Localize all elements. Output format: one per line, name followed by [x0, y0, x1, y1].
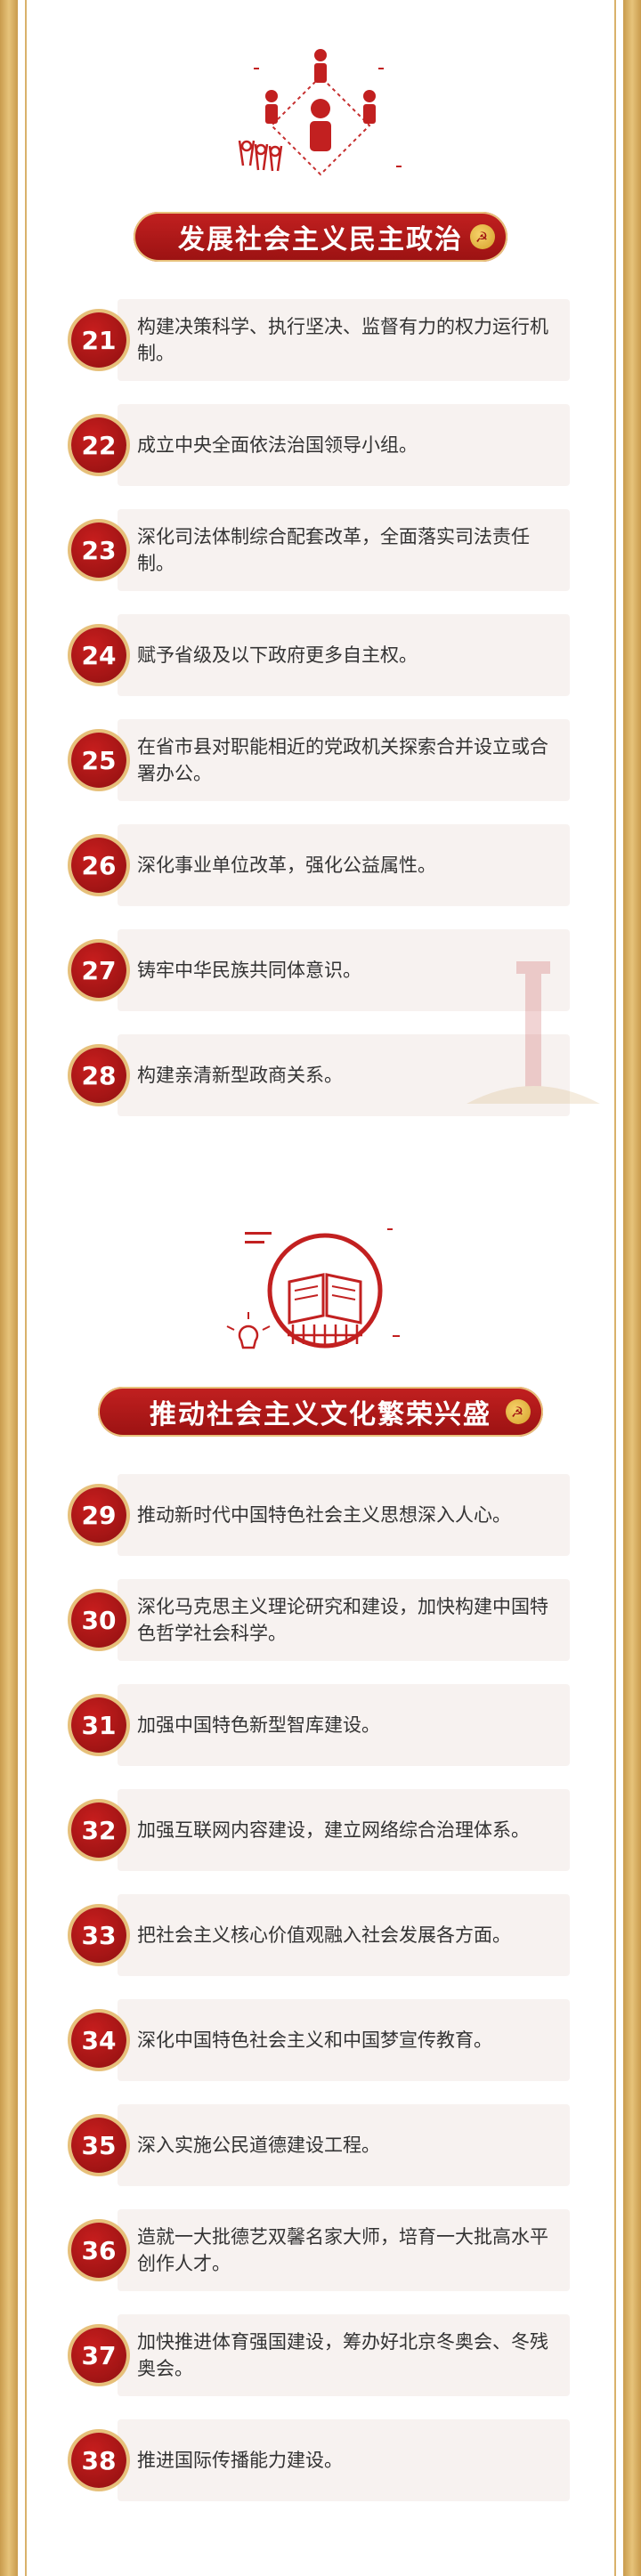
item-number-badge: 38: [71, 2433, 126, 2488]
list-item: 38 推进国际传播能力建设。: [71, 2419, 570, 2501]
section-title-bar: 推动社会主义文化繁荣兴盛 ☭: [98, 1387, 543, 1437]
item-text: 深入实施公民道德建设工程。: [137, 2135, 380, 2156]
party-emblem-icon: ☭: [470, 224, 495, 249]
item-card: 赋予省级及以下政府更多自主权。: [118, 614, 570, 696]
item-card: 加快推进体育强国建设，筹办好北京冬奥会、冬残奥会。: [118, 2314, 570, 2396]
list-item: 21 构建决策科学、执行坚决、监督有力的权力运行机制。: [71, 299, 570, 381]
item-card: 成立中央全面依法治国领导小组。: [118, 404, 570, 486]
item-card: 加强互联网内容建设，建立网络综合治理体系。: [118, 1789, 570, 1871]
item-number-badge: 29: [71, 1487, 126, 1543]
book-culture-icon: [218, 1211, 423, 1380]
item-card: 深化马克思主义理论研究和建设，加快构建中国特色哲学社会科学。: [118, 1579, 570, 1661]
item-card: 把社会主义核心价值观融入社会发展各方面。: [118, 1894, 570, 1976]
item-card: 深化事业单位改革，强化公益属性。: [118, 824, 570, 906]
item-text: 在省市县对职能相近的党政机关探索合并设立或合署办公。: [137, 736, 548, 784]
section-title-bar: 发展社会主义民主政治 ☭: [134, 212, 507, 262]
item-number-badge: 36: [71, 2223, 126, 2278]
item-card: 推进国际传播能力建设。: [118, 2419, 570, 2501]
item-text: 加强中国特色新型智库建设。: [137, 1714, 380, 1736]
list-item: 37 加快推进体育强国建设，筹办好北京冬奥会、冬残奥会。: [71, 2314, 570, 2396]
item-text: 推动新时代中国特色社会主义思想深入人心。: [137, 1504, 511, 1526]
left-gold-border: [0, 0, 18, 2576]
item-number-badge: 31: [71, 1697, 126, 1753]
item-card: 构建决策科学、执行坚决、监督有力的权力运行机制。: [118, 299, 570, 381]
item-card: 深化司法体制综合配套改革，全面落实司法责任制。: [118, 509, 570, 591]
item-card: 推动新时代中国特色社会主义思想深入人心。: [118, 1474, 570, 1556]
item-card: 造就一大批德艺双馨名家大师，培育一大批高水平创作人才。: [118, 2209, 570, 2291]
list-item: 24 赋予省级及以下政府更多自主权。: [71, 614, 570, 696]
list-item: 23 深化司法体制综合配套改革，全面落实司法责任制。: [71, 509, 570, 591]
item-card: 深入实施公民道德建设工程。: [118, 2104, 570, 2186]
item-number-badge: 25: [71, 733, 126, 788]
item-card: 加强中国特色新型智库建设。: [118, 1684, 570, 1766]
monument-decoration-icon: [467, 952, 600, 1113]
item-text: 深化司法体制综合配套改革，全面落实司法责任制。: [137, 526, 530, 574]
list-item: 25 在省市县对职能相近的党政机关探索合并设立或合署办公。: [71, 719, 570, 801]
list-item: 33 把社会主义核心价值观融入社会发展各方面。: [71, 1894, 570, 1976]
item-text: 铸牢中华民族共同体意识。: [137, 960, 361, 981]
item-text: 成立中央全面依法治国领导小组。: [137, 434, 418, 456]
item-text: 深化马克思主义理论研究和建设，加快构建中国特色哲学社会科学。: [137, 1596, 548, 1644]
list-item: 30 深化马克思主义理论研究和建设，加快构建中国特色哲学社会科学。: [71, 1579, 570, 1661]
right-gold-border: [623, 0, 641, 2576]
item-number-badge: 21: [71, 312, 126, 368]
item-number-badge: 33: [71, 1908, 126, 1963]
party-emblem-icon: ☭: [506, 1399, 531, 1424]
item-text: 赋予省级及以下政府更多自主权。: [137, 644, 418, 666]
item-number-badge: 35: [71, 2118, 126, 2173]
item-text: 构建决策科学、执行坚决、监督有力的权力运行机制。: [137, 316, 548, 364]
left-inner-line: [25, 0, 27, 2576]
list-item: 34 深化中国特色社会主义和中国梦宣传教育。: [71, 1999, 570, 2081]
item-card: 铸牢中华民族共同体意识。: [118, 929, 570, 1011]
item-number-badge: 28: [71, 1048, 126, 1103]
item-number-badge: 34: [71, 2013, 126, 2068]
section-democracy: 发展社会主义民主政治 ☭ 21 构建决策科学、执行坚决、监督有力的权力运行机制。…: [32, 0, 609, 1166]
item-card: 在省市县对职能相近的党政机关探索合并设立或合署办公。: [118, 719, 570, 801]
list-item: 27 铸牢中华民族共同体意识。: [71, 929, 570, 1011]
item-number-badge: 24: [71, 628, 126, 683]
item-card: 深化中国特色社会主义和中国梦宣传教育。: [118, 1999, 570, 2081]
item-number-badge: 26: [71, 838, 126, 893]
item-text: 深化中国特色社会主义和中国梦宣传教育。: [137, 2029, 492, 2051]
item-text: 加强互联网内容建设，建立网络综合治理体系。: [137, 1819, 530, 1841]
list-item: 36 造就一大批德艺双馨名家大师，培育一大批高水平创作人才。: [71, 2209, 570, 2291]
item-number-badge: 30: [71, 1592, 126, 1648]
list-item: 29 推动新时代中国特色社会主义思想深入人心。: [71, 1474, 570, 1556]
item-number-badge: 32: [71, 1802, 126, 1858]
section-title: 发展社会主义民主政治: [178, 224, 463, 255]
list-item: 31 加强中国特色新型智库建设。: [71, 1684, 570, 1766]
section-title: 推动社会主义文化繁荣兴盛: [150, 1399, 491, 1430]
list-item: 22 成立中央全面依法治国领导小组。: [71, 404, 570, 486]
item-text: 把社会主义核心价值观融入社会发展各方面。: [137, 1924, 511, 1946]
people-group-icon: [218, 41, 423, 192]
item-text: 造就一大批德艺双馨名家大师，培育一大批高水平创作人才。: [137, 2226, 548, 2274]
item-text: 构建亲清新型政商关系。: [137, 1065, 343, 1086]
item-number-badge: 27: [71, 943, 126, 998]
item-text: 深化事业单位改革，强化公益属性。: [137, 855, 436, 876]
item-card: 构建亲清新型政商关系。: [118, 1034, 570, 1116]
item-number-badge: 37: [71, 2328, 126, 2383]
list-item: 32 加强互联网内容建设，建立网络综合治理体系。: [71, 1789, 570, 1871]
item-text: 推进国际传播能力建设。: [137, 2450, 343, 2471]
content: 发展社会主义民主政治 ☭ 21 构建决策科学、执行坚决、监督有力的权力运行机制。…: [32, 0, 609, 2576]
item-number-badge: 23: [71, 522, 126, 578]
list-item: 35 深入实施公民道德建设工程。: [71, 2104, 570, 2186]
right-inner-line: [614, 0, 616, 2576]
section-culture: 推动社会主义文化繁荣兴盛 ☭ 29 推动新时代中国特色社会主义思想深入人心。 3…: [32, 1193, 609, 2576]
list-item: 26 深化事业单位改革，强化公益属性。: [71, 824, 570, 906]
item-text: 加快推进体育强国建设，筹办好北京冬奥会、冬残奥会。: [137, 2331, 548, 2379]
list-item: 28 构建亲清新型政商关系。: [71, 1034, 570, 1116]
item-number-badge: 22: [71, 417, 126, 473]
